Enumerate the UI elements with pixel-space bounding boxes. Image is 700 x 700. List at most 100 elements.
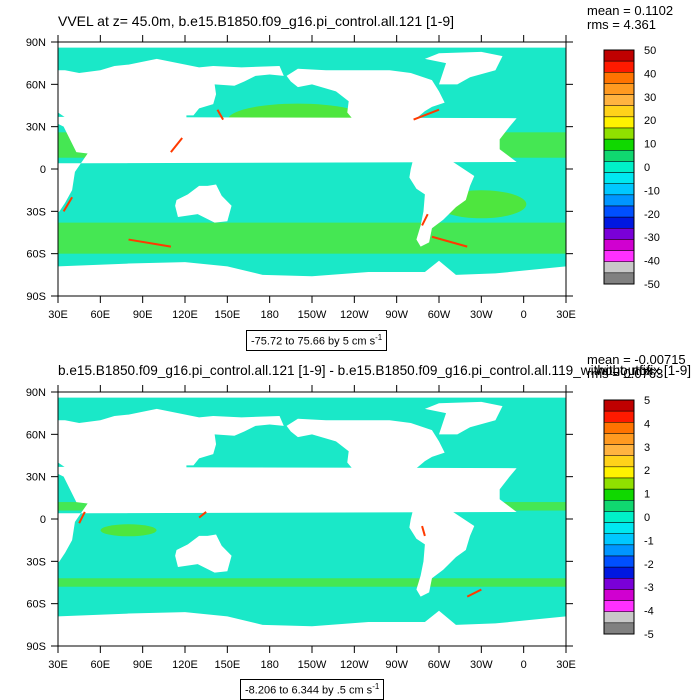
panel2-xtick-label-0: 30E [48, 659, 68, 671]
panel2-land-antarctica [58, 610, 566, 646]
panel2-colorbar-frame [603, 399, 635, 635]
panel1-colorbar-swatch-7 [603, 127, 635, 140]
panel1-colorbar-label-10: -50 [644, 279, 660, 291]
panel1-ytick-label-1: 60N [26, 79, 46, 91]
panel2-colorbar-swatch-8 [603, 488, 635, 501]
panel2-colorbar-swatch-5 [603, 455, 635, 468]
panel1-xtick-label-10: 30W [470, 309, 493, 321]
panel1-xtick-label-4: 150E [214, 309, 240, 321]
panel1-xtick-label-9: 60W [428, 309, 451, 321]
panel1-current-3 [421, 213, 429, 226]
panel2-xtick-label-10: 30W [470, 659, 493, 671]
panel2-xtick-label-3: 120E [172, 659, 198, 671]
panel2-colorbar-swatch-14 [603, 555, 635, 568]
panel2-colorbar-label-1: 4 [644, 418, 650, 430]
panel2-xtick-label-9: 60W [428, 659, 451, 671]
panel2-colorbar-swatch-10 [603, 511, 635, 523]
panel1-xtick-label-12: 30E [556, 309, 576, 321]
panel2-title: b.e15.B1850.f09_g16.pi_control.all.121 [… [58, 363, 692, 378]
panel2-xtick-label-4: 150E [214, 659, 240, 671]
panel1-colorbar-swatch-18 [603, 250, 635, 262]
panel2-xtick-label-12: 30E [556, 659, 576, 671]
panel2-colorbar-label-5: 0 [644, 512, 650, 524]
panel1-colorbar-swatch-3 [603, 83, 635, 95]
panel1-current-4 [431, 235, 468, 248]
panel2-band-1 [58, 578, 566, 587]
panel1-current-1 [216, 109, 224, 121]
panel2-ytick-label-0: 90N [26, 387, 46, 399]
panel1-colorbar-swatch-10 [603, 161, 635, 173]
panel1-colorbar-label-5: 0 [644, 162, 650, 174]
panel1-mean: mean = 0.1102 [587, 3, 674, 18]
panel1-colorbar-label-9: -40 [644, 256, 660, 268]
panel1-land-antarctica [58, 260, 566, 296]
panel2-current-2 [421, 525, 426, 537]
panel2-band-ind [100, 524, 157, 537]
panel2-xtick-label-11: 0 [521, 659, 527, 671]
panel2-colorbar-swatch-6 [603, 466, 635, 479]
panel1-colorbar-label-2: 30 [644, 92, 656, 104]
panel2-land-eurasia [58, 408, 284, 508]
panel2-land-arctic_cap [58, 392, 566, 398]
panel2-colorbar-label-7: -2 [644, 559, 654, 571]
panel1-range-text: -75.72 to 75.66 by 5 cm s [251, 335, 376, 348]
panel2-colorbar-swatch-1 [603, 410, 635, 423]
panel1-colorbar-swatch-20 [603, 272, 635, 285]
panel2-colorbar-swatch-0 [603, 399, 635, 412]
panel2-mean: mean = -0.00715 [587, 352, 686, 367]
panel1-colorbar-swatch-6 [603, 116, 635, 129]
panel1-colorbar-swatch-13 [603, 194, 635, 207]
panel2-colorbar-label-9: -4 [644, 606, 654, 618]
panel1-xtick-label-5: 180 [260, 309, 278, 321]
panel2-colorbar-label-2: 3 [644, 442, 650, 454]
panel2-land-greenland [424, 401, 503, 435]
panel2-colorbar-swatch-20 [603, 622, 635, 635]
panel1-rms: rms = 4.361 [587, 17, 657, 32]
panel2-map [58, 392, 566, 646]
panel2-colorbar-label-6: -1 [644, 535, 654, 547]
panel2-range-label: -8.206 to 6.344 by .5 cm s-1 [240, 679, 385, 700]
panel2-land-north_america [286, 418, 445, 508]
panel1-map [58, 42, 566, 296]
panel2-ytick-label-3: 0 [40, 514, 46, 526]
panel1-current-2 [170, 137, 183, 153]
panel2-colorbar-swatch-13 [603, 544, 635, 557]
panel2-colorbar-swatch-16 [603, 578, 635, 590]
panel2-colorbar-label-10: -5 [644, 629, 654, 641]
panel1-plot: 30E 60E 90E 120E 150E 180 150W 120W 90W 60W 30W 0 30… [26, 35, 660, 321]
panel2-colorbar-swatch-2 [603, 422, 635, 434]
panel1-land-south_america [409, 152, 475, 247]
panel1-xtick-label-11: 0 [521, 309, 527, 321]
panel1-colorbar-swatch-19 [603, 261, 635, 274]
panel1-land-greenland [424, 51, 503, 85]
panel2-current-0 [78, 511, 86, 524]
panel1-xtick-label-2: 90E [133, 309, 153, 321]
panel1-colorbar-swatch-0 [603, 49, 635, 62]
panel1-ytick-label-2: 30N [26, 122, 46, 134]
panel1-land-australia [175, 184, 232, 223]
panel1-colorbar-frame [603, 49, 635, 285]
panel2-title-overlap: withoutfix [596, 363, 653, 378]
panel1-colorbar-swatch-9 [603, 150, 635, 162]
panel1-colorbar-label-1: 40 [644, 68, 656, 80]
panel1-land-arctic_cap [58, 42, 566, 48]
panel1-current-0 [62, 196, 73, 212]
panel1-land-eurasia [58, 58, 284, 158]
panel1-range-label: -75.72 to 75.66 by 5 cm s-1 [246, 330, 388, 351]
panel1-current-6 [413, 108, 440, 121]
panel1-xtick-label-6: 150W [298, 309, 327, 321]
panel2-xtick-label-8: 90W [385, 659, 408, 671]
panel2-xtick-label-1: 60E [91, 659, 111, 671]
panel2-colorbar-swatch-12 [603, 533, 635, 546]
panel1-colorbar-swatch-14 [603, 205, 635, 218]
panel2-plot: 30E 60E 90E 120E 150E 180 150W 120W 90W 60W 30W 0 30… [26, 385, 654, 671]
panel2-ytick-label-2: 30N [26, 472, 46, 484]
panel2-land-africa [58, 466, 517, 563]
panel2-colorbar-swatch-17 [603, 589, 635, 601]
panel1-ytick-label-3: 0 [40, 164, 46, 176]
panel1-colorbar-swatch-1 [603, 60, 635, 73]
panel2-colorbar-label-3: 2 [644, 465, 650, 477]
panel2-ytick-label-5: 60S [26, 599, 46, 611]
panel1-colorbar-swatch-16 [603, 228, 635, 240]
panel1-colorbar-label-7: -20 [644, 209, 660, 221]
